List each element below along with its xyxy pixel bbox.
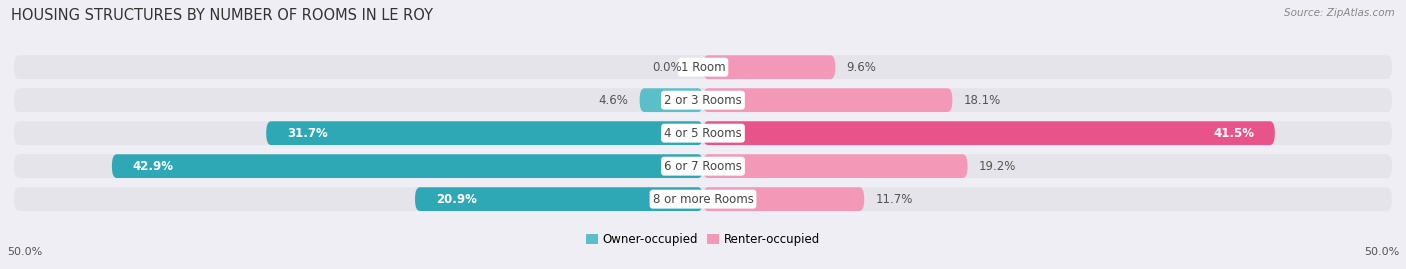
Text: 19.2%: 19.2% (979, 160, 1017, 173)
Text: 31.7%: 31.7% (287, 127, 328, 140)
FancyBboxPatch shape (14, 121, 1392, 145)
Text: 8 or more Rooms: 8 or more Rooms (652, 193, 754, 206)
Text: 6 or 7 Rooms: 6 or 7 Rooms (664, 160, 742, 173)
Text: 50.0%: 50.0% (7, 247, 42, 257)
FancyBboxPatch shape (14, 154, 1392, 178)
FancyBboxPatch shape (14, 55, 1392, 79)
FancyBboxPatch shape (415, 187, 703, 211)
FancyBboxPatch shape (703, 88, 952, 112)
Text: 41.5%: 41.5% (1213, 127, 1254, 140)
Text: 1 Room: 1 Room (681, 61, 725, 74)
FancyBboxPatch shape (14, 88, 1392, 112)
FancyBboxPatch shape (703, 154, 967, 178)
Text: 20.9%: 20.9% (436, 193, 477, 206)
Text: 42.9%: 42.9% (132, 160, 173, 173)
Text: 50.0%: 50.0% (1364, 247, 1399, 257)
FancyBboxPatch shape (112, 154, 703, 178)
Text: Source: ZipAtlas.com: Source: ZipAtlas.com (1284, 8, 1395, 18)
Text: 4.6%: 4.6% (599, 94, 628, 107)
Text: 18.1%: 18.1% (963, 94, 1001, 107)
Text: 0.0%: 0.0% (652, 61, 682, 74)
FancyBboxPatch shape (266, 121, 703, 145)
FancyBboxPatch shape (14, 187, 1392, 211)
Text: 9.6%: 9.6% (846, 61, 876, 74)
FancyBboxPatch shape (703, 187, 865, 211)
Text: 11.7%: 11.7% (875, 193, 912, 206)
FancyBboxPatch shape (640, 88, 703, 112)
FancyBboxPatch shape (703, 121, 1275, 145)
Text: 2 or 3 Rooms: 2 or 3 Rooms (664, 94, 742, 107)
Text: 4 or 5 Rooms: 4 or 5 Rooms (664, 127, 742, 140)
FancyBboxPatch shape (703, 55, 835, 79)
Legend: Owner-occupied, Renter-occupied: Owner-occupied, Renter-occupied (586, 233, 820, 246)
Text: HOUSING STRUCTURES BY NUMBER OF ROOMS IN LE ROY: HOUSING STRUCTURES BY NUMBER OF ROOMS IN… (11, 8, 433, 23)
